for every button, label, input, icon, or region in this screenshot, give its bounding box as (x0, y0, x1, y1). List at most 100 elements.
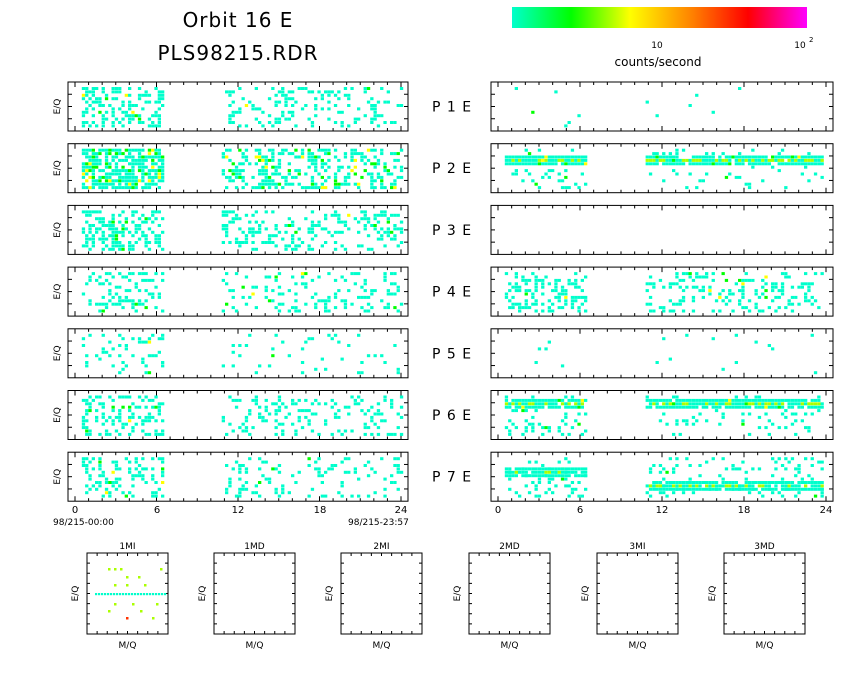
heatmap-cell (738, 87, 742, 90)
heatmap-cell (225, 272, 229, 276)
heatmap-cell (521, 275, 525, 279)
heatmap-cell (294, 230, 298, 234)
heatmap-cell (554, 158, 558, 162)
heatmap-cell (711, 272, 715, 276)
heatmap-cell (584, 470, 588, 474)
heatmap-cell (771, 402, 775, 406)
heatmap-cell (807, 426, 811, 430)
heatmap-cell (234, 165, 239, 169)
heatmap-cell (231, 162, 235, 166)
heatmap-cell (144, 90, 148, 94)
heatmap-cell (570, 295, 575, 299)
heatmap-cell (98, 148, 102, 152)
heatmap-cell (254, 186, 258, 190)
heatmap-cell (508, 158, 512, 162)
heatmap-cell (244, 148, 249, 152)
heatmap-cell (248, 412, 252, 416)
heatmap-cell (157, 241, 161, 244)
heatmap-cell (320, 107, 324, 111)
heatmap-cell (231, 429, 235, 433)
heatmap-cell (551, 398, 555, 402)
heatmap-cell (274, 487, 278, 491)
heatmap-cell (817, 155, 821, 159)
heatmap-cell (504, 395, 509, 399)
heatmap-cell (787, 405, 791, 409)
heatmap-cell (307, 230, 311, 234)
heatmap-cell (734, 402, 738, 406)
heatmap-cell (370, 292, 374, 296)
heatmap-cell (383, 275, 387, 279)
heatmap-cell (134, 148, 138, 152)
heatmap-cell (774, 484, 778, 488)
heatmap-cell (118, 354, 122, 358)
heatmap-cell (147, 412, 152, 416)
heatmap-cell (383, 306, 387, 310)
heatmap-cell (231, 306, 235, 310)
heatmap-cell (744, 272, 748, 276)
heatmap-cell (131, 299, 135, 303)
heatmap-cell (98, 100, 102, 104)
heatmap-cell (537, 155, 542, 159)
heatmap-cell (724, 155, 729, 159)
heatmap-cell (343, 429, 348, 433)
heatmap-cell (137, 289, 142, 293)
heatmap-cell (570, 395, 575, 399)
heatmap-cell (524, 470, 528, 474)
heatmap-cell (337, 97, 341, 101)
heatmap-cell (527, 402, 532, 406)
heatmap-cell (390, 121, 394, 124)
heatmap-cell (800, 162, 804, 166)
heatmap-cell (157, 117, 161, 121)
heatmap-cell (111, 107, 115, 111)
heatmap-cell (104, 148, 109, 152)
heatmap-cell (399, 470, 404, 474)
heatmap-cell (777, 158, 781, 162)
heatmap-cell (771, 155, 775, 159)
panel-label: P 4 E (432, 285, 472, 301)
heatmap-cell (161, 278, 165, 282)
heatmap-cell (147, 354, 152, 358)
heatmap-cell (747, 402, 752, 406)
heatmap-cell (380, 237, 384, 241)
heatmap-cell (330, 213, 334, 217)
heatmap-cell (658, 491, 663, 495)
heatmap-cell (244, 487, 249, 491)
heatmap-cell (714, 398, 719, 402)
heatmap-cell (88, 155, 92, 159)
heatmap-cell (274, 93, 278, 97)
heatmap-cell (534, 398, 538, 402)
heatmap-cell (137, 148, 142, 152)
heatmap-cell (221, 415, 225, 419)
heatmap-cell (721, 158, 725, 162)
heatmap-cell (151, 182, 155, 186)
heatmap-cell (810, 402, 814, 406)
heatmap-cell (304, 302, 308, 306)
heatmap-cell (399, 148, 404, 152)
heatmap-cell (291, 152, 295, 156)
colorbar-label: counts/second (615, 55, 702, 69)
heatmap-cell (330, 464, 334, 467)
heatmap-cell (508, 467, 512, 471)
colorbar-tick-superscript: 2 (809, 36, 813, 44)
heatmap-cell (662, 162, 666, 166)
heatmap-cell (754, 155, 758, 159)
heatmap-cell (584, 487, 588, 491)
heatmap-cell (688, 484, 692, 488)
heatmap-cell (580, 162, 584, 166)
heatmap-cell (544, 275, 548, 279)
heatmap-cell (813, 371, 818, 375)
heatmap-cell (300, 87, 305, 90)
mass-point (120, 568, 123, 571)
heatmap-cell (547, 340, 551, 344)
heatmap-cell (337, 90, 341, 94)
heatmap-cell (691, 299, 696, 303)
heatmap-cell (104, 302, 109, 306)
mass-plot-ylabel: E/Q (708, 586, 718, 602)
heatmap-cell (121, 422, 125, 426)
heatmap-cell (376, 114, 381, 118)
heatmap-cell (88, 299, 92, 303)
heatmap-cell (774, 155, 778, 159)
heatmap-cell (277, 162, 282, 166)
heatmap-cell (137, 272, 142, 276)
heatmap-cell (297, 227, 301, 231)
